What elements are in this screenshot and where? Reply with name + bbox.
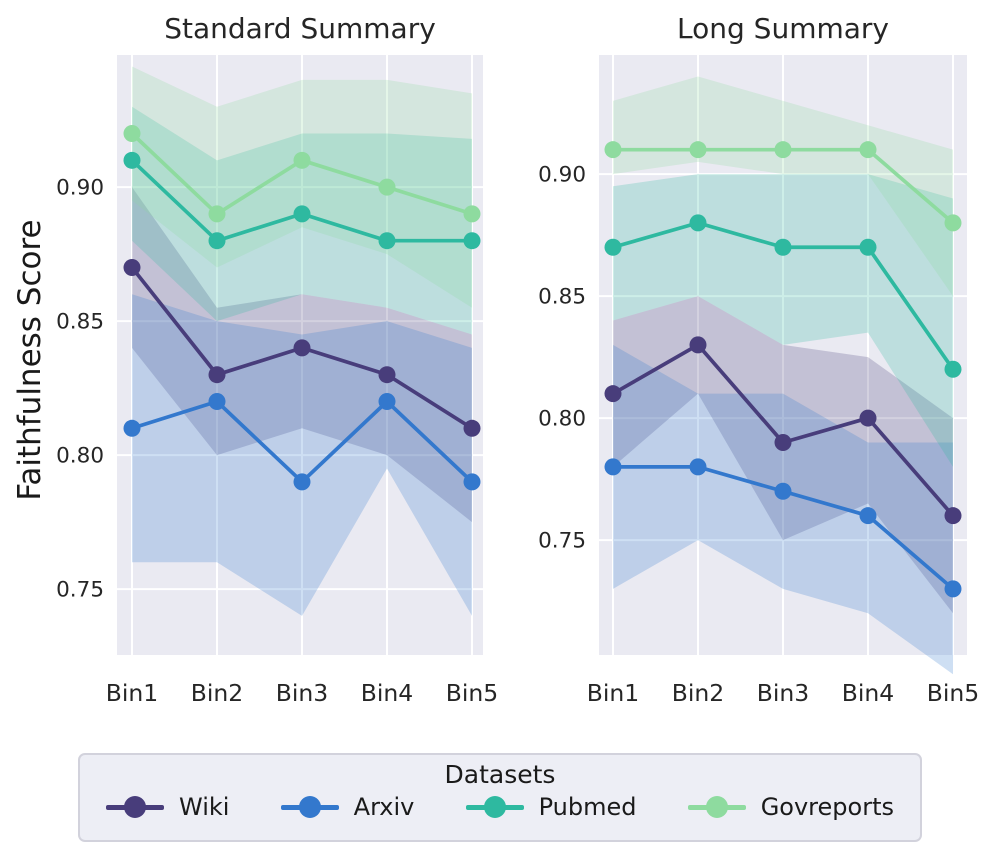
data-point-wiki-bin5	[463, 419, 481, 437]
data-point-wiki-bin2	[208, 366, 226, 384]
data-point-arxiv-bin4	[859, 507, 877, 525]
x-tick-label: Bin5	[927, 679, 980, 707]
data-point-arxiv-bin1	[604, 458, 622, 476]
x-tick-label: Bin1	[106, 679, 159, 707]
data-point-wiki-bin4	[859, 409, 877, 427]
y-tick-label: 0.90	[538, 163, 586, 188]
data-point-arxiv-bin2	[208, 392, 226, 410]
y-tick-label: 0.80	[56, 444, 104, 469]
legend-entry-wiki: Wiki	[106, 793, 229, 821]
data-point-govreports-bin2	[208, 205, 226, 223]
data-point-pubmed-bin5	[463, 232, 481, 250]
confidence-band-wiki	[613, 296, 953, 614]
x-tick-label: Bin1	[587, 679, 640, 707]
x-tick-label: Bin2	[191, 679, 244, 707]
legend-label: Pubmed	[538, 793, 637, 821]
legend-label: Govreports	[760, 793, 894, 821]
pubmed-line-marker-icon	[465, 796, 524, 818]
legend-label: Wiki	[179, 793, 230, 821]
data-point-pubmed-bin4	[859, 238, 877, 256]
legend: Datasets Wiki Arxiv Pubmed	[78, 753, 922, 842]
y-axis-label: Faithfulness Score	[12, 219, 48, 501]
data-point-govreports-bin5	[944, 214, 962, 232]
data-point-arxiv-bin5	[463, 473, 481, 491]
x-tick-label: Bin3	[276, 679, 329, 707]
data-point-pubmed-bin1	[604, 238, 622, 256]
legend-row: Wiki Arxiv Pubmed Govreports	[80, 789, 920, 821]
y-tick-label: 0.90	[56, 176, 104, 201]
data-point-pubmed-bin2	[689, 214, 707, 232]
data-point-wiki-bin3	[774, 433, 792, 451]
data-point-govreports-bin5	[463, 205, 481, 223]
legend-label: Arxiv	[353, 793, 415, 821]
data-point-arxiv-bin4	[378, 392, 396, 410]
wiki-line-marker-icon	[106, 796, 164, 818]
x-tick-label: Bin2	[672, 679, 725, 707]
data-point-wiki-bin5	[944, 507, 962, 525]
left-panel-title: Standard Summary	[164, 12, 436, 45]
data-point-wiki-bin2	[689, 336, 707, 354]
data-point-govreports-bin4	[378, 178, 396, 196]
y-tick-label: 0.85	[56, 310, 104, 335]
data-point-arxiv-bin3	[774, 482, 792, 500]
legend-title: Datasets	[444, 760, 556, 789]
x-tick-label: Bin5	[446, 679, 499, 707]
line-chart-canvas: 0.90 0.85 0.80 0.75 Bin1 Bin2 Bin3 Bin4 Bin5 0.90…	[56, 55, 980, 707]
x-tick-label: Bin4	[361, 679, 414, 707]
data-point-pubmed-bin5	[944, 360, 962, 378]
data-point-govreports-bin1	[123, 125, 141, 143]
y-tick-label: 0.75	[56, 578, 104, 603]
confidence-band-arxiv	[613, 344, 953, 675]
data-point-arxiv-bin3	[293, 473, 311, 491]
data-point-wiki-bin3	[293, 339, 311, 357]
data-point-arxiv-bin2	[689, 458, 707, 476]
data-point-pubmed-bin1	[123, 151, 141, 169]
data-point-pubmed-bin3	[293, 205, 311, 223]
data-point-govreports-bin2	[689, 141, 707, 159]
data-point-arxiv-bin1	[123, 419, 141, 437]
data-point-govreports-bin3	[774, 141, 792, 159]
y-tick-label: 0.85	[538, 285, 586, 310]
data-point-govreports-bin1	[604, 141, 622, 159]
right-panel-title: Long Summary	[677, 12, 889, 45]
legend-entry-arxiv: Arxiv	[280, 793, 415, 821]
confidence-band-govreports	[613, 76, 953, 297]
data-point-pubmed-bin3	[774, 238, 792, 256]
data-point-wiki-bin1	[604, 385, 622, 403]
data-point-arxiv-bin5	[944, 580, 962, 598]
data-point-pubmed-bin2	[208, 232, 226, 250]
data-point-govreports-bin4	[859, 141, 877, 159]
y-tick-label: 0.80	[538, 407, 586, 432]
data-point-pubmed-bin4	[378, 232, 396, 250]
x-tick-label: Bin3	[757, 679, 810, 707]
x-tick-label: Bin4	[842, 679, 895, 707]
data-point-wiki-bin1	[123, 259, 141, 277]
legend-entry-govreports: Govreports	[687, 793, 894, 821]
y-tick-label: 0.75	[538, 529, 586, 554]
data-point-govreports-bin3	[293, 151, 311, 169]
arxiv-line-marker-icon	[280, 796, 339, 818]
govreports-line-marker-icon	[687, 796, 746, 818]
data-point-wiki-bin4	[378, 366, 396, 384]
legend-entry-pubmed: Pubmed	[465, 793, 637, 821]
